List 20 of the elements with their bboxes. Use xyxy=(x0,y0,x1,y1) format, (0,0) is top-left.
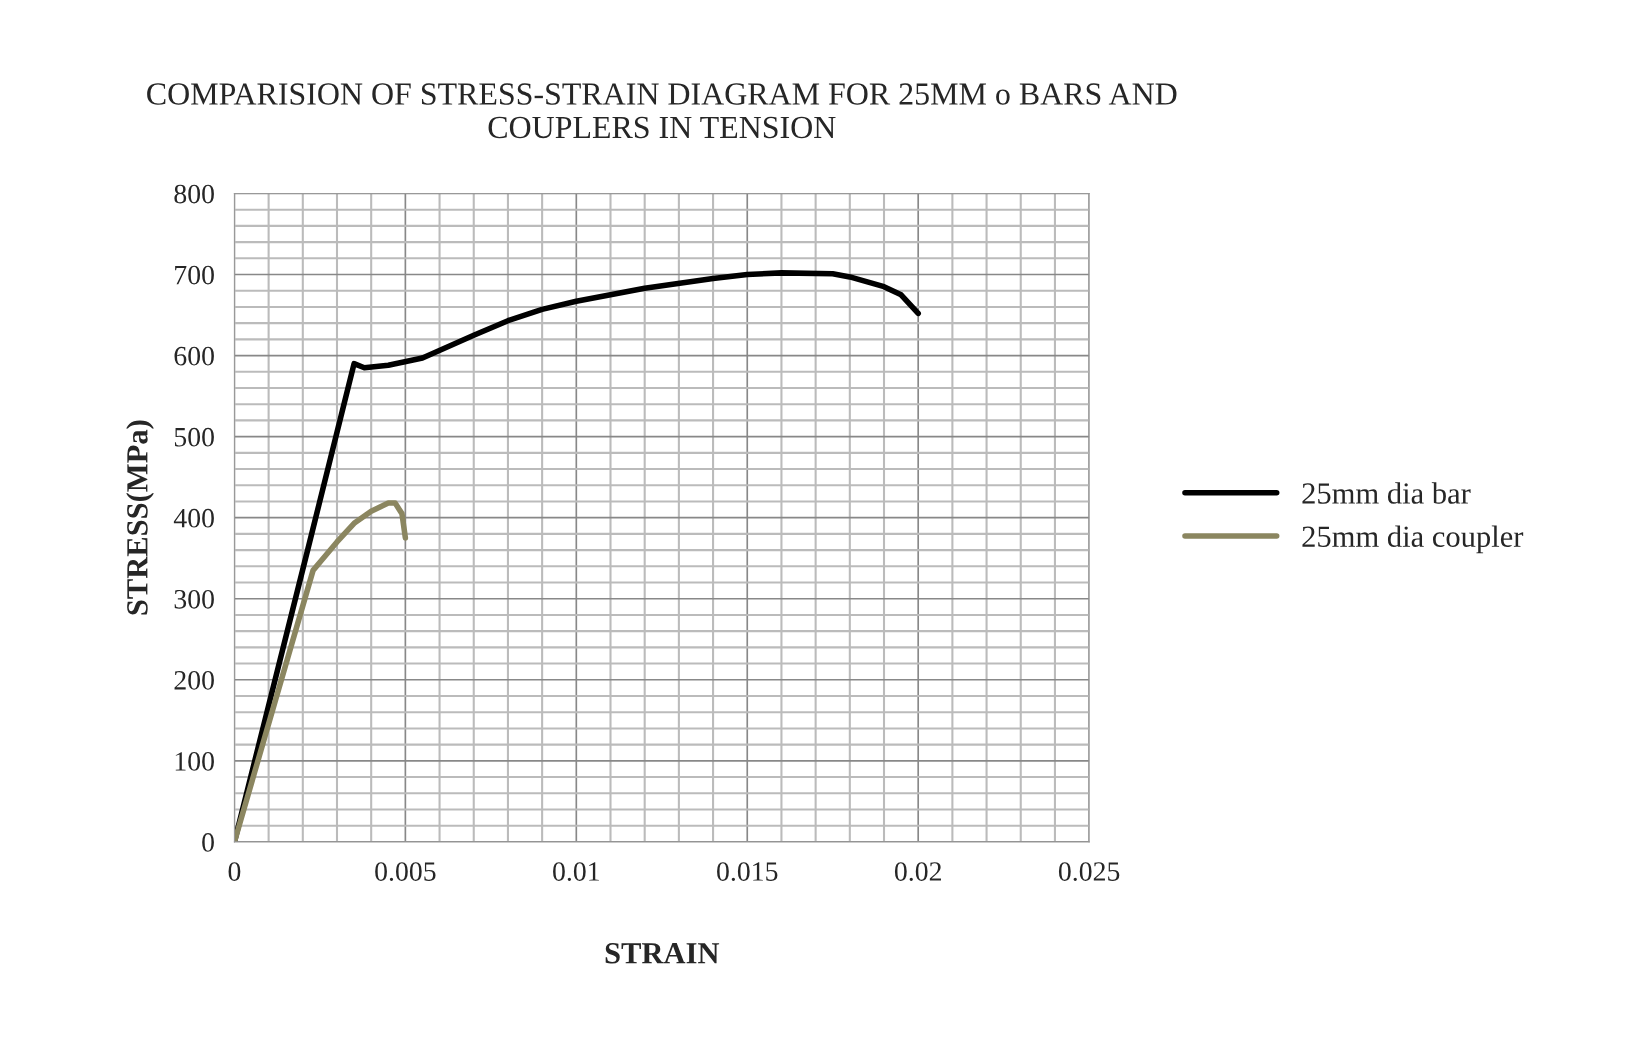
y-tick-label: 700 xyxy=(175,265,214,285)
y-tick-label: 200 xyxy=(174,670,214,690)
y-tick-label: 100 xyxy=(175,752,214,771)
legend-label: 25mm dia coupler xyxy=(1302,525,1524,554)
x-tick-label: 0.025 xyxy=(1058,862,1120,882)
x-tick-label: 0.02 xyxy=(894,862,941,882)
y-tick-label: 800 xyxy=(174,184,214,204)
x-tick-label: 0.01 xyxy=(553,862,599,882)
y-axis-title: STRESS(MPa) xyxy=(126,420,154,615)
y-tick-label: 300 xyxy=(174,589,214,609)
legend-label: 25mm dia bar xyxy=(1302,482,1471,504)
y-tick-label: 500 xyxy=(174,427,214,447)
chart-title: COMPARISION OF STRESS-STRAIN DIAGRAM FOR 25MM o BARS AND COUPLERS IN TENSION xyxy=(147,83,1177,139)
y-tick-label: 600 xyxy=(174,346,214,366)
y-tick-label: 0 xyxy=(202,833,214,852)
x-axis-title: STRAIN xyxy=(605,943,720,964)
x-tick-label: 0.015 xyxy=(717,862,778,882)
x-tick-label: 0.005 xyxy=(375,862,436,882)
x-tick-label: 0 xyxy=(228,862,241,881)
y-tick-label: 400 xyxy=(173,508,214,528)
